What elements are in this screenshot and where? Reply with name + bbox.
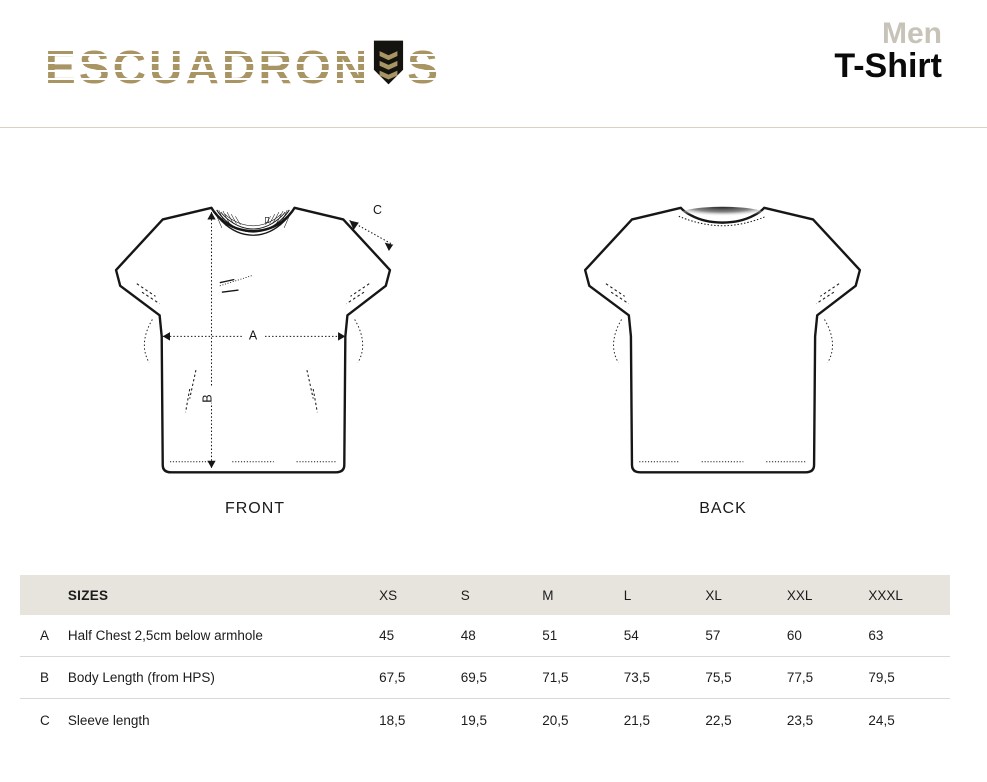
svg-text:B: B (201, 394, 215, 402)
svg-text:A: A (249, 328, 258, 342)
svg-text:C: C (373, 203, 382, 217)
